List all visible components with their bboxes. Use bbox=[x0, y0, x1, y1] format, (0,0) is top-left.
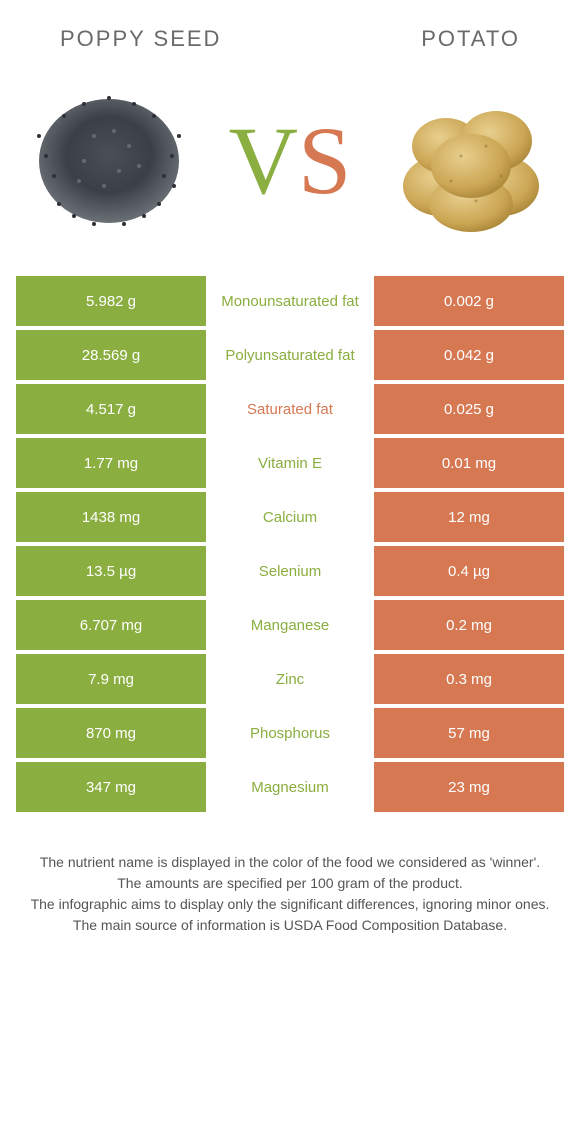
footer-line-2: The amounts are specified per 100 gram o… bbox=[28, 873, 552, 894]
nutrient-label: Saturated fat bbox=[206, 384, 374, 434]
table-row: 13.5 µgSelenium0.4 µg bbox=[16, 546, 564, 596]
left-value: 5.982 g bbox=[16, 276, 206, 326]
nutrient-label: Magnesium bbox=[206, 762, 374, 812]
header: Poppy seed Potato bbox=[0, 0, 580, 52]
nutrient-label: Monounsaturated fat bbox=[206, 276, 374, 326]
left-value: 6.707 mg bbox=[16, 600, 206, 650]
right-value: 0.2 mg bbox=[374, 600, 564, 650]
right-value: 0.025 g bbox=[374, 384, 564, 434]
comparison-table: 5.982 gMonounsaturated fat0.002 g28.569 … bbox=[0, 276, 580, 812]
poppy-seed-icon bbox=[24, 76, 194, 246]
table-row: 7.9 mgZinc0.3 mg bbox=[16, 654, 564, 704]
nutrient-label: Phosphorus bbox=[206, 708, 374, 758]
nutrient-label: Zinc bbox=[206, 654, 374, 704]
left-value: 28.569 g bbox=[16, 330, 206, 380]
left-value: 13.5 µg bbox=[16, 546, 206, 596]
table-row: 4.517 gSaturated fat0.025 g bbox=[16, 384, 564, 434]
right-value: 0.042 g bbox=[374, 330, 564, 380]
right-value: 57 mg bbox=[374, 708, 564, 758]
left-value: 347 mg bbox=[16, 762, 206, 812]
right-value: 23 mg bbox=[374, 762, 564, 812]
left-value: 1438 mg bbox=[16, 492, 206, 542]
table-row: 6.707 mgManganese0.2 mg bbox=[16, 600, 564, 650]
nutrient-label: Calcium bbox=[206, 492, 374, 542]
right-food-image bbox=[386, 76, 556, 246]
right-value: 12 mg bbox=[374, 492, 564, 542]
vs-label: VS bbox=[229, 113, 352, 209]
table-row: 1438 mgCalcium12 mg bbox=[16, 492, 564, 542]
potato-icon bbox=[391, 86, 551, 236]
right-value: 0.002 g bbox=[374, 276, 564, 326]
images-row: VS bbox=[0, 52, 580, 276]
nutrient-label: Selenium bbox=[206, 546, 374, 596]
table-row: 28.569 gPolyunsaturated fat0.042 g bbox=[16, 330, 564, 380]
right-value: 0.4 µg bbox=[374, 546, 564, 596]
left-food-image bbox=[24, 76, 194, 246]
left-value: 7.9 mg bbox=[16, 654, 206, 704]
right-value: 0.3 mg bbox=[374, 654, 564, 704]
footer-line-1: The nutrient name is displayed in the co… bbox=[28, 852, 552, 873]
nutrient-label: Polyunsaturated fat bbox=[206, 330, 374, 380]
nutrient-label: Vitamin E bbox=[206, 438, 374, 488]
table-row: 870 mgPhosphorus57 mg bbox=[16, 708, 564, 758]
left-value: 870 mg bbox=[16, 708, 206, 758]
right-value: 0.01 mg bbox=[374, 438, 564, 488]
vs-s: S bbox=[298, 113, 351, 209]
table-row: 1.77 mgVitamin E0.01 mg bbox=[16, 438, 564, 488]
left-value: 4.517 g bbox=[16, 384, 206, 434]
footer-line-4: The main source of information is USDA F… bbox=[28, 915, 552, 936]
title-left: Poppy seed bbox=[60, 26, 221, 52]
nutrient-label: Manganese bbox=[206, 600, 374, 650]
footer-line-3: The infographic aims to display only the… bbox=[28, 894, 552, 915]
left-value: 1.77 mg bbox=[16, 438, 206, 488]
footer-notes: The nutrient name is displayed in the co… bbox=[0, 816, 580, 936]
table-row: 347 mgMagnesium23 mg bbox=[16, 762, 564, 812]
vs-v: V bbox=[229, 113, 298, 209]
title-right: Potato bbox=[421, 26, 520, 52]
table-row: 5.982 gMonounsaturated fat0.002 g bbox=[16, 276, 564, 326]
